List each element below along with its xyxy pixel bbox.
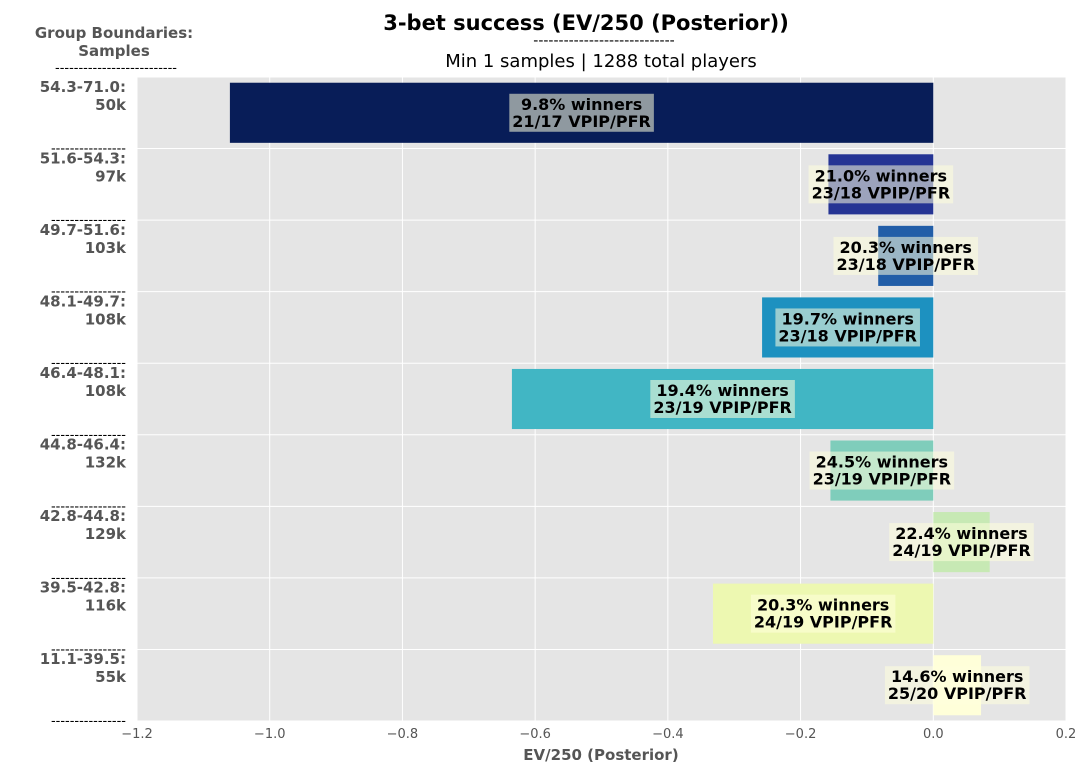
bar-label-winners: 19.4% winners: [656, 381, 788, 400]
bar-label-winners: 9.8% winners: [521, 95, 642, 114]
bar-label-vpip: 23/19 VPIP/PFR: [813, 470, 952, 489]
y-tick-samples: 116k: [85, 597, 127, 615]
y-tick-range: 48.1-49.7:: [40, 292, 126, 310]
bar-label-box: [833, 236, 979, 275]
bar-label-box: [808, 165, 954, 204]
y-tick-range: 42.8-44.8:: [40, 507, 126, 525]
x-tick-labels: −1.2 −1.0 −0.8 −0.6 −0.4 −0.2 0.0 0.2: [121, 727, 1076, 742]
y-tick-samples: 132k: [85, 454, 127, 472]
chart-subtitle: Min 1 samples | 1288 total players: [445, 51, 757, 72]
y-tick-separator: ----------------: [51, 499, 126, 514]
y-tick-separator: ----------------: [51, 142, 126, 157]
y-tick-samples: 108k: [85, 310, 127, 328]
x-tick-label: 0.2: [1056, 727, 1077, 742]
bar-label-vpip: 23/18 VPIP/PFR: [836, 255, 975, 274]
grid: [136, 76, 1067, 722]
chart-title: 3-bet success (EV/250 (Posterior)): [383, 11, 789, 35]
bar-label-vpip: 21/17 VPIP/PFR: [512, 112, 651, 131]
y-tick-samples: 97k: [95, 167, 127, 185]
bar-label-winners: 24.5% winners: [816, 453, 948, 472]
y-tick-range: 46.4-48.1:: [40, 364, 126, 382]
x-tick-label: −0.8: [387, 727, 419, 742]
x-tick-label: −0.6: [519, 727, 551, 742]
bar-label-box: [775, 308, 920, 347]
bar-label-box: [650, 380, 795, 418]
bar-label-winners: 20.3% winners: [757, 596, 889, 615]
y-tick-range: 39.5-42.8:: [40, 579, 126, 597]
bar-label-vpip: 23/18 VPIP/PFR: [812, 183, 951, 202]
y-tick-separator: ----------------: [51, 642, 126, 657]
bar-label-vpip: 23/19 VPIP/PFR: [653, 398, 792, 417]
bar-label-winners: 20.3% winners: [840, 238, 972, 257]
bar-label-box: [750, 594, 896, 633]
y-tick-separator: ----------------: [51, 285, 126, 300]
y-tick-samples: 55k: [95, 668, 127, 686]
y-tick-range: 51.6-54.3:: [40, 149, 126, 167]
y-tick-samples: 50k: [95, 96, 127, 114]
y-tick-separator: ----------------: [51, 213, 126, 228]
y-tick-samples: 129k: [85, 525, 127, 543]
bar-label-box: [509, 93, 654, 132]
bar-label-box: [889, 523, 1034, 562]
title-separator: ----------------------------: [533, 33, 674, 49]
y-header: Group Boundaries:: [35, 24, 193, 42]
x-axis-label: EV/250 (Posterior): [523, 746, 678, 764]
y-tick-samples: 103k: [85, 239, 127, 257]
y-tick-separator: ----------------: [51, 571, 126, 586]
x-tick-label: 0.0: [923, 727, 944, 742]
x-tick-label: −1.0: [254, 727, 286, 742]
bar-label-vpip: 25/20 VPIP/PFR: [888, 684, 1027, 703]
bar-label-winners: 22.4% winners: [895, 524, 1027, 543]
bar-label-winners: 19.7% winners: [781, 309, 913, 328]
y-tick-separator: ----------------: [51, 428, 126, 443]
bar-label-winners: 21.0% winners: [815, 166, 947, 185]
y-tick-labels: 54.3-71.0:50k----------------51.6-54.3:9…: [40, 78, 127, 729]
y-tick-range: 44.8-46.4:: [40, 436, 126, 454]
x-tick-label: −1.2: [121, 727, 153, 742]
y-tick-samples: 108k: [85, 382, 127, 400]
bar-label-box: [884, 666, 1030, 705]
bar-label-box: [809, 451, 955, 490]
y-tick-separator: ----------------: [51, 356, 126, 371]
bar-label-vpip: 23/18 VPIP/PFR: [778, 326, 917, 345]
x-tick-label: −0.2: [785, 727, 817, 742]
bar-label-winners: 14.6% winners: [891, 667, 1023, 686]
x-tick-label: −0.4: [652, 727, 684, 742]
bar-label-vpip: 24/19 VPIP/PFR: [892, 541, 1031, 560]
y-header-separator: --------------------------: [55, 61, 177, 76]
y-tick-range: 49.7-51.6:: [40, 221, 126, 239]
y-tick-range: 54.3-71.0:: [40, 78, 126, 96]
bar-label-vpip: 24/19 VPIP/PFR: [754, 613, 893, 632]
y-tick-separator: ----------------: [51, 714, 126, 729]
y-header-samples: Samples: [78, 42, 150, 60]
y-tick-range: 11.1-39.5:: [40, 650, 126, 668]
